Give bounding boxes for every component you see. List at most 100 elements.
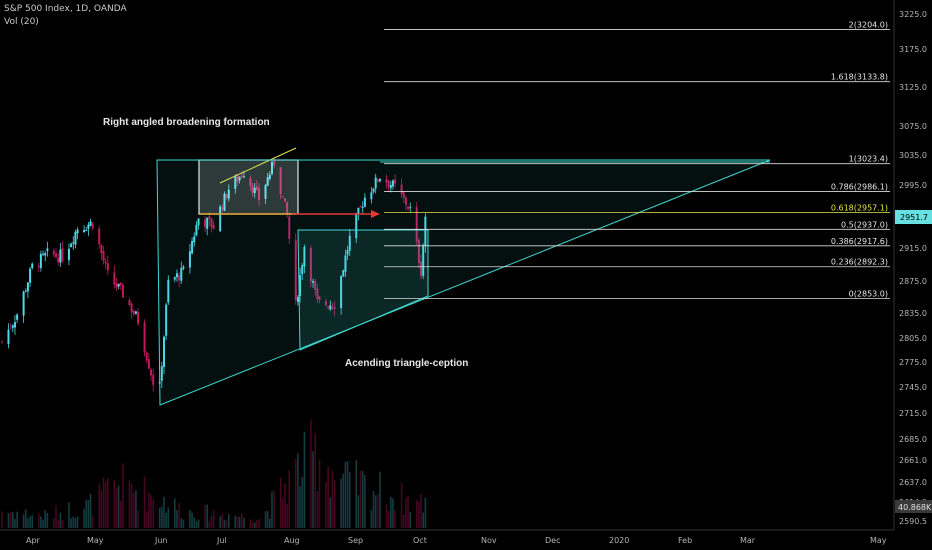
- time-tick-label: Apr: [26, 536, 41, 545]
- candle-body: [279, 167, 282, 195]
- candle-body: [98, 228, 101, 245]
- time-tick-label: Jun: [154, 536, 168, 545]
- candle-body: [325, 301, 327, 305]
- broadening-box[interactable]: [198, 159, 299, 215]
- candle-body: [175, 273, 178, 278]
- volume-bar: [225, 520, 228, 528]
- candle-body: [255, 186, 258, 190]
- candle-body: [268, 174, 271, 180]
- volume-bar: [70, 518, 72, 528]
- drawings[interactable]: [156, 147, 771, 406]
- candle-body: [7, 329, 10, 344]
- volume-bar: [197, 519, 200, 528]
- ascending-triangle-large[interactable]: [156, 159, 771, 406]
- volume-bar: [364, 474, 366, 528]
- fibonacci-levels[interactable]: 2(3204.0) 1.618(3133.8) 1(3023.4) 0.786(298…: [384, 21, 890, 300]
- volume-bar: [219, 516, 221, 528]
- volume-bar: [24, 509, 27, 528]
- candle-body: [417, 240, 420, 264]
- candle-body: [44, 253, 47, 256]
- volume-bar: [29, 515, 31, 528]
- volume-bar: [115, 488, 118, 528]
- candle-body: [74, 231, 77, 245]
- volume-bar: [325, 481, 327, 528]
- fib-level-label: 0.5(2937.0): [841, 220, 888, 229]
- candle-body: [134, 311, 137, 314]
- candle-body: [318, 296, 321, 300]
- candle-body: [312, 281, 315, 283]
- candle-body: [316, 288, 319, 300]
- time-axis[interactable]: Apr May Jun Jul Aug Sep Oct Nov Dec 2020 Feb Mar May: [26, 536, 887, 545]
- candle-body: [370, 192, 373, 200]
- price-axis[interactable]: 3225.03175.03125.03075.03035.02995.02955…: [899, 10, 927, 526]
- volume-bar: [167, 507, 170, 528]
- price-tick-label: 3175.0: [899, 45, 927, 54]
- volume-bars: [1, 419, 427, 528]
- ascending-triangle-inner[interactable]: [297, 229, 429, 351]
- volume-bar: [145, 511, 148, 528]
- volume-bar: [113, 480, 116, 528]
- volume-bar: [74, 518, 77, 528]
- volume-bar: [165, 512, 167, 528]
- volume-bar: [221, 513, 224, 528]
- volume-bar: [253, 522, 256, 528]
- candle-body: [253, 187, 256, 194]
- volume-bar: [89, 493, 92, 528]
- fib-level-label: 0.618(2957.1): [831, 203, 888, 212]
- time-tick-label: Dec: [545, 536, 560, 545]
- volume-bar: [130, 483, 133, 528]
- candle-body: [173, 277, 176, 280]
- volume-bar: [176, 510, 178, 528]
- volume-bar: [294, 459, 297, 528]
- time-tick-label: May: [870, 536, 887, 545]
- volume-bar: [158, 507, 161, 528]
- candle-body: [342, 270, 345, 277]
- candle-body: [152, 374, 155, 385]
- volume-bar: [318, 459, 321, 528]
- candle-body: [137, 311, 140, 324]
- time-tick-label: Sep: [348, 536, 363, 545]
- candle-body: [357, 207, 360, 215]
- time-tick-label: 2020: [609, 536, 629, 545]
- candle-body: [387, 180, 390, 187]
- time-tick-label: May: [87, 536, 104, 545]
- volume-bar: [387, 510, 390, 528]
- candle-body: [212, 225, 215, 229]
- volume-bar: [193, 517, 196, 528]
- fib-level-label: 0(2853.0): [849, 290, 888, 299]
- candle-body: [281, 196, 284, 198]
- last-volume-badge: [895, 500, 932, 513]
- candle-body: [61, 248, 64, 262]
- volume-bar: [282, 498, 284, 528]
- volume-bar: [256, 520, 258, 528]
- price-tick-label: 2715.0: [899, 409, 927, 418]
- volume-bar: [240, 513, 243, 528]
- candle-body: [314, 280, 317, 290]
- volume-bar: [346, 460, 349, 528]
- volume-bar: [59, 512, 62, 528]
- candle-body: [296, 297, 299, 302]
- volume-bar: [104, 482, 107, 528]
- candle-body: [143, 322, 146, 353]
- volume-bar: [87, 500, 90, 528]
- time-tick-label: Aug: [284, 536, 300, 545]
- time-tick-label: Oct: [413, 536, 427, 545]
- volume-bar: [161, 506, 163, 528]
- broadening-upper-trendline[interactable]: [219, 147, 297, 184]
- volume-bar: [374, 495, 377, 528]
- candle-body: [13, 322, 16, 328]
- candle-body: [221, 207, 224, 209]
- volume-bar: [204, 505, 206, 528]
- candle-body: [22, 291, 25, 316]
- volume-bar: [236, 516, 239, 528]
- fib-level-label: 2(3204.0): [849, 21, 888, 30]
- candle-body: [16, 314, 19, 320]
- volume-bar: [137, 510, 139, 528]
- candle-body: [163, 336, 165, 368]
- volume-bar: [9, 511, 12, 528]
- candle-body: [420, 261, 423, 277]
- volume-bar: [40, 516, 42, 528]
- volume-bar: [340, 478, 342, 528]
- fib-level-label: 1.618(3133.8): [831, 73, 888, 82]
